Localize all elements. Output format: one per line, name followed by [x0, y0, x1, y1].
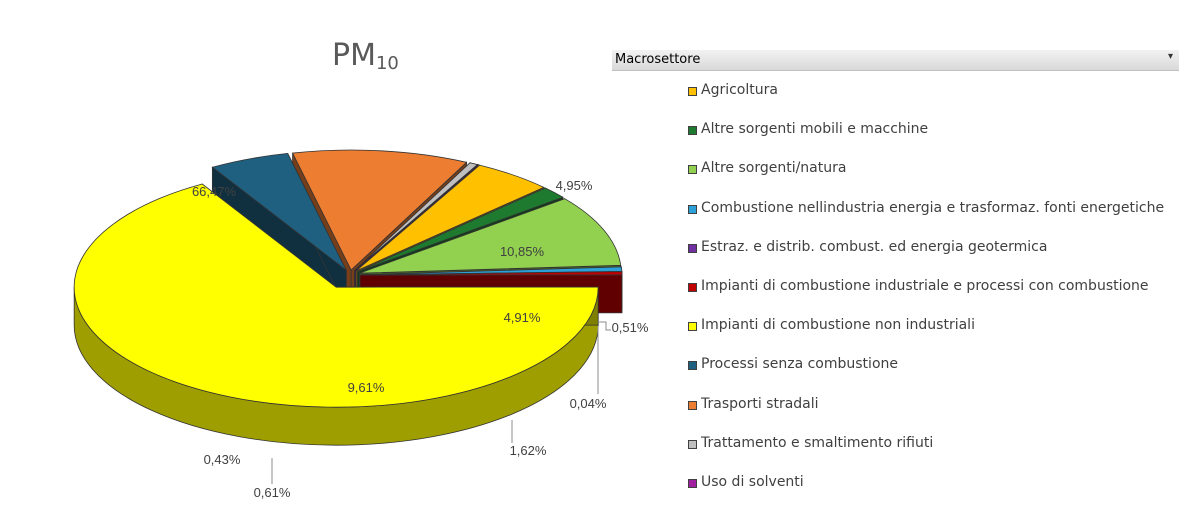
data-label: 0,04% — [570, 396, 607, 411]
legend-label: Trattamento e smaltimento rifiuti — [701, 434, 934, 451]
legend-swatch — [688, 243, 697, 253]
legend-swatch — [688, 361, 697, 371]
legend-label: Altre sorgenti mobili e macchine — [701, 121, 929, 138]
legend-swatch — [688, 87, 697, 96]
legend-label: Uso di solventi — [701, 474, 804, 490]
legend-swatch — [688, 439, 697, 449]
data-label: 4,91% — [504, 310, 541, 325]
legend-swatch — [688, 204, 697, 214]
legend-label: Combustione nellindustria energia e tras… — [701, 199, 1165, 216]
legend-label: Impianti di combustione industriale e pr… — [701, 278, 1149, 294]
data-label: 66,47% — [192, 184, 237, 199]
legend-label: Altre sorgenti/natura — [701, 160, 847, 177]
leader-line — [598, 321, 611, 331]
data-label: 0,43% — [204, 452, 241, 467]
pie-slice[interactable] — [359, 198, 622, 274]
chart-title: PM10 — [332, 38, 399, 74]
pie-slice[interactable] — [73, 183, 599, 408]
macrosettore-filter[interactable]: Macrosettore ▾ — [612, 50, 1179, 71]
pie-slice[interactable] — [355, 164, 545, 272]
legend-label: Trasporti stradali — [701, 395, 819, 412]
legend-label: Impianti di combustione non industriali — [701, 317, 975, 334]
data-label: 0,51% — [612, 320, 649, 335]
legend-swatch — [688, 400, 697, 410]
data-label: 1,62% — [510, 443, 547, 458]
legend-swatch — [688, 322, 697, 332]
pie-slice[interactable] — [359, 271, 623, 276]
data-label: 0,61% — [254, 485, 291, 500]
legend-swatch — [688, 479, 697, 488]
dropdown-arrow-icon[interactable]: ▾ — [1167, 51, 1173, 62]
pie-slice[interactable] — [211, 152, 347, 271]
legend-swatch — [688, 283, 697, 292]
legend-label: Estraz. e distrib. combust. ed energia g… — [701, 238, 1048, 255]
legend-swatch — [688, 126, 697, 136]
pie-slice[interactable] — [291, 149, 468, 271]
legend-label: Agricoltura — [701, 82, 778, 98]
data-label: 4,95% — [556, 178, 593, 193]
filter-label: Macrosettore — [615, 52, 701, 67]
pie-slice[interactable] — [354, 164, 480, 271]
data-label: 9,61% — [348, 380, 385, 395]
legend-swatch — [688, 165, 697, 175]
legend-label: Processi senza combustione — [701, 356, 898, 373]
pie-slice[interactable] — [357, 187, 564, 273]
data-label: 10,85% — [500, 244, 545, 259]
